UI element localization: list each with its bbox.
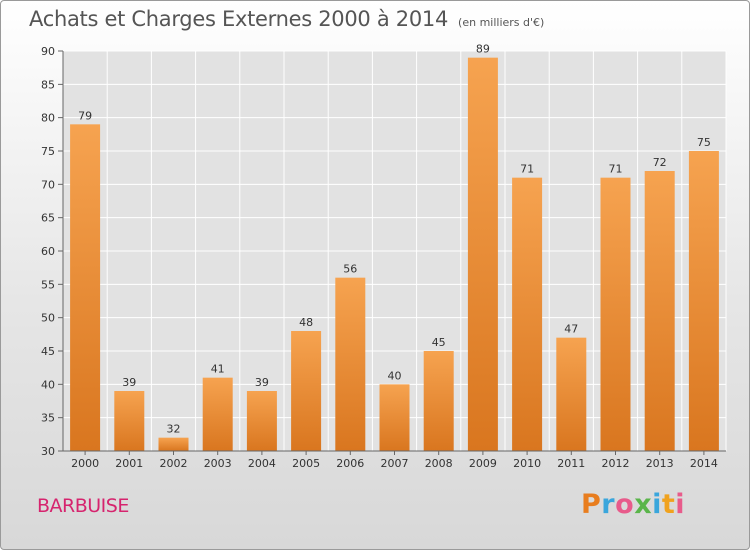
chart-subtitle: (en milliers d'€) (458, 16, 545, 29)
x-tick-label: 2013 (646, 457, 674, 470)
bar (600, 177, 631, 451)
x-tick-label: 2006 (336, 457, 364, 470)
data-label: 39 (122, 376, 136, 389)
y-tick-label: 80 (41, 112, 55, 125)
x-tick-label: 2008 (425, 457, 453, 470)
x-tick-label: 2010 (513, 457, 541, 470)
logo-letter: P (581, 489, 602, 520)
bar (688, 151, 719, 451)
bars: 79 39 32 41 39 48 56 40 45 89 71 47 71 72 75 (70, 43, 719, 452)
data-label: 72 (653, 156, 667, 169)
bar (246, 391, 277, 451)
data-label: 39 (255, 376, 269, 389)
y-tick-label: 30 (41, 445, 55, 458)
data-label: 32 (167, 423, 181, 436)
data-label: 79 (78, 109, 92, 122)
x-tick-label: 2009 (469, 457, 497, 470)
data-label: 75 (697, 136, 711, 149)
data-label: 41 (211, 363, 225, 376)
y-tick-label: 50 (41, 312, 55, 325)
x-tick-label: 2005 (292, 457, 320, 470)
data-label: 56 (343, 263, 357, 276)
chart-title: Achats et Charges Externes 2000 à 2014 (e… (29, 7, 544, 31)
data-label: 45 (432, 336, 446, 349)
x-tick-label: 2014 (690, 457, 718, 470)
y-tick-label: 35 (41, 412, 55, 425)
data-label: 71 (609, 163, 623, 176)
logo-letter: i (675, 489, 686, 520)
y-tick-label: 55 (41, 278, 55, 291)
y-tick-label: 60 (41, 245, 55, 258)
y-tick-label: 45 (41, 345, 55, 358)
x-tick-label: 2002 (160, 457, 188, 470)
bar (644, 171, 675, 451)
bar (158, 437, 189, 451)
logo-letter: o (615, 489, 635, 520)
bar (202, 377, 233, 451)
x-tick-label: 2012 (602, 457, 630, 470)
x-tick-label: 2007 (381, 457, 409, 470)
bar (467, 57, 498, 452)
data-label: 47 (564, 323, 578, 336)
y-tick-label: 70 (41, 178, 55, 191)
y-tick-label: 65 (41, 212, 55, 225)
y-tick-label: 75 (41, 145, 55, 158)
proxiti-logo[interactable]: Proxiti (581, 489, 685, 520)
place-name: BARBUISE (37, 495, 129, 517)
bar (512, 177, 543, 451)
logo-letter: t (661, 489, 676, 520)
bar (556, 337, 587, 451)
x-tick-label: 2000 (71, 457, 99, 470)
data-label: 40 (388, 369, 402, 382)
axes: 30 35 40 45 50 55 60 65 70 75 80 85 90 2000 2001 2002 20… (41, 45, 726, 470)
bar (423, 351, 454, 451)
y-tick-label: 85 (41, 78, 55, 91)
x-tick-label: 2011 (557, 457, 585, 470)
bar (335, 277, 366, 451)
x-tick-label: 2001 (115, 457, 143, 470)
bar (114, 391, 145, 451)
bar (291, 331, 322, 451)
data-label: 71 (520, 163, 534, 176)
logo-letter: x (634, 489, 653, 520)
y-tick-label: 90 (41, 45, 55, 58)
data-label: 89 (476, 43, 490, 56)
logo-letter: r (601, 489, 616, 520)
y-tick-label: 40 (41, 378, 55, 391)
data-label: 48 (299, 316, 313, 329)
bar (70, 124, 101, 451)
chart-title-text: Achats et Charges Externes 2000 à 2014 (29, 7, 449, 31)
x-tick-label: 2004 (248, 457, 276, 470)
logo-letter: i (652, 489, 662, 520)
bar (379, 384, 410, 451)
x-tick-label: 2003 (204, 457, 232, 470)
